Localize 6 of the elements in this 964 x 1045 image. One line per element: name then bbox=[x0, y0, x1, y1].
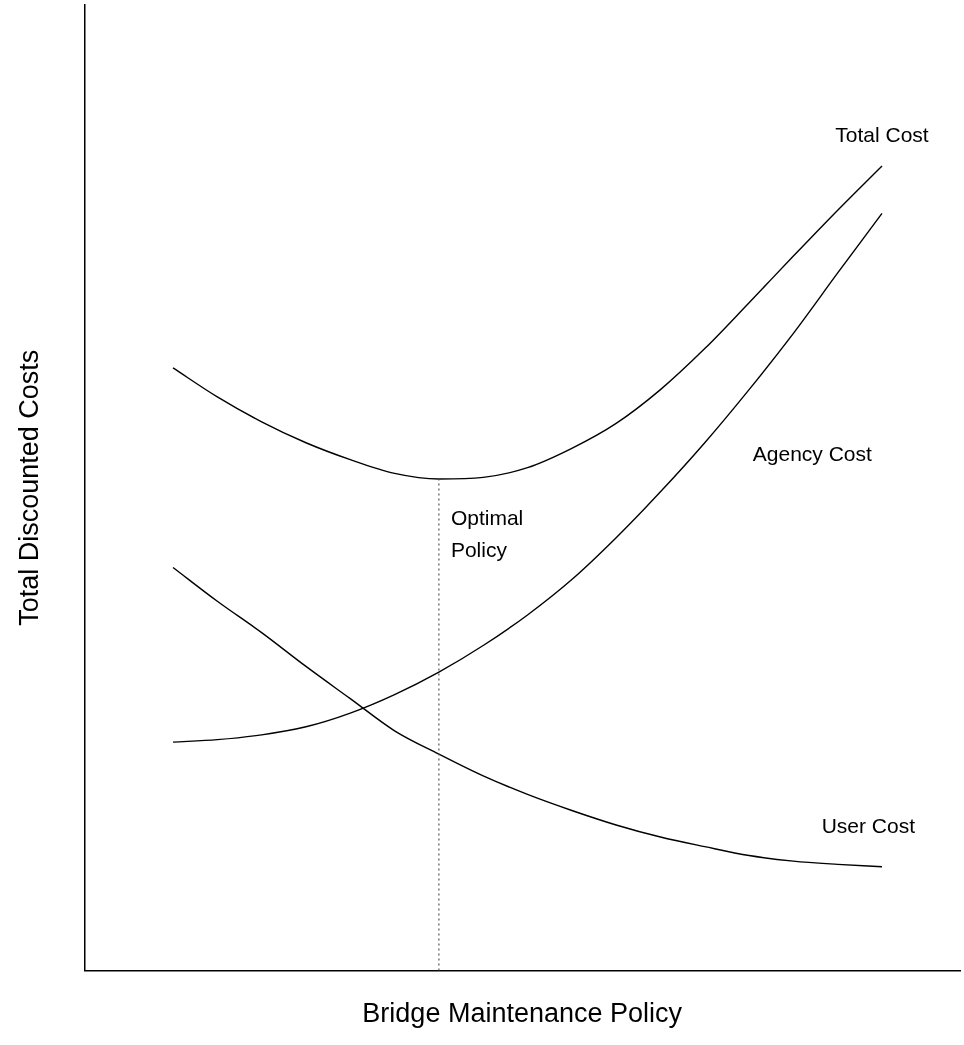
series-label: User Cost bbox=[821, 813, 916, 837]
annotation: Optimal Policy bbox=[450, 505, 524, 561]
series-label: Agency Cost bbox=[752, 441, 872, 465]
y-axis-title: Total Discounted Costs bbox=[13, 349, 44, 626]
x-axis-title: Bridge Maintenance Policy bbox=[362, 998, 683, 1029]
series-label: Total Cost bbox=[835, 122, 929, 146]
